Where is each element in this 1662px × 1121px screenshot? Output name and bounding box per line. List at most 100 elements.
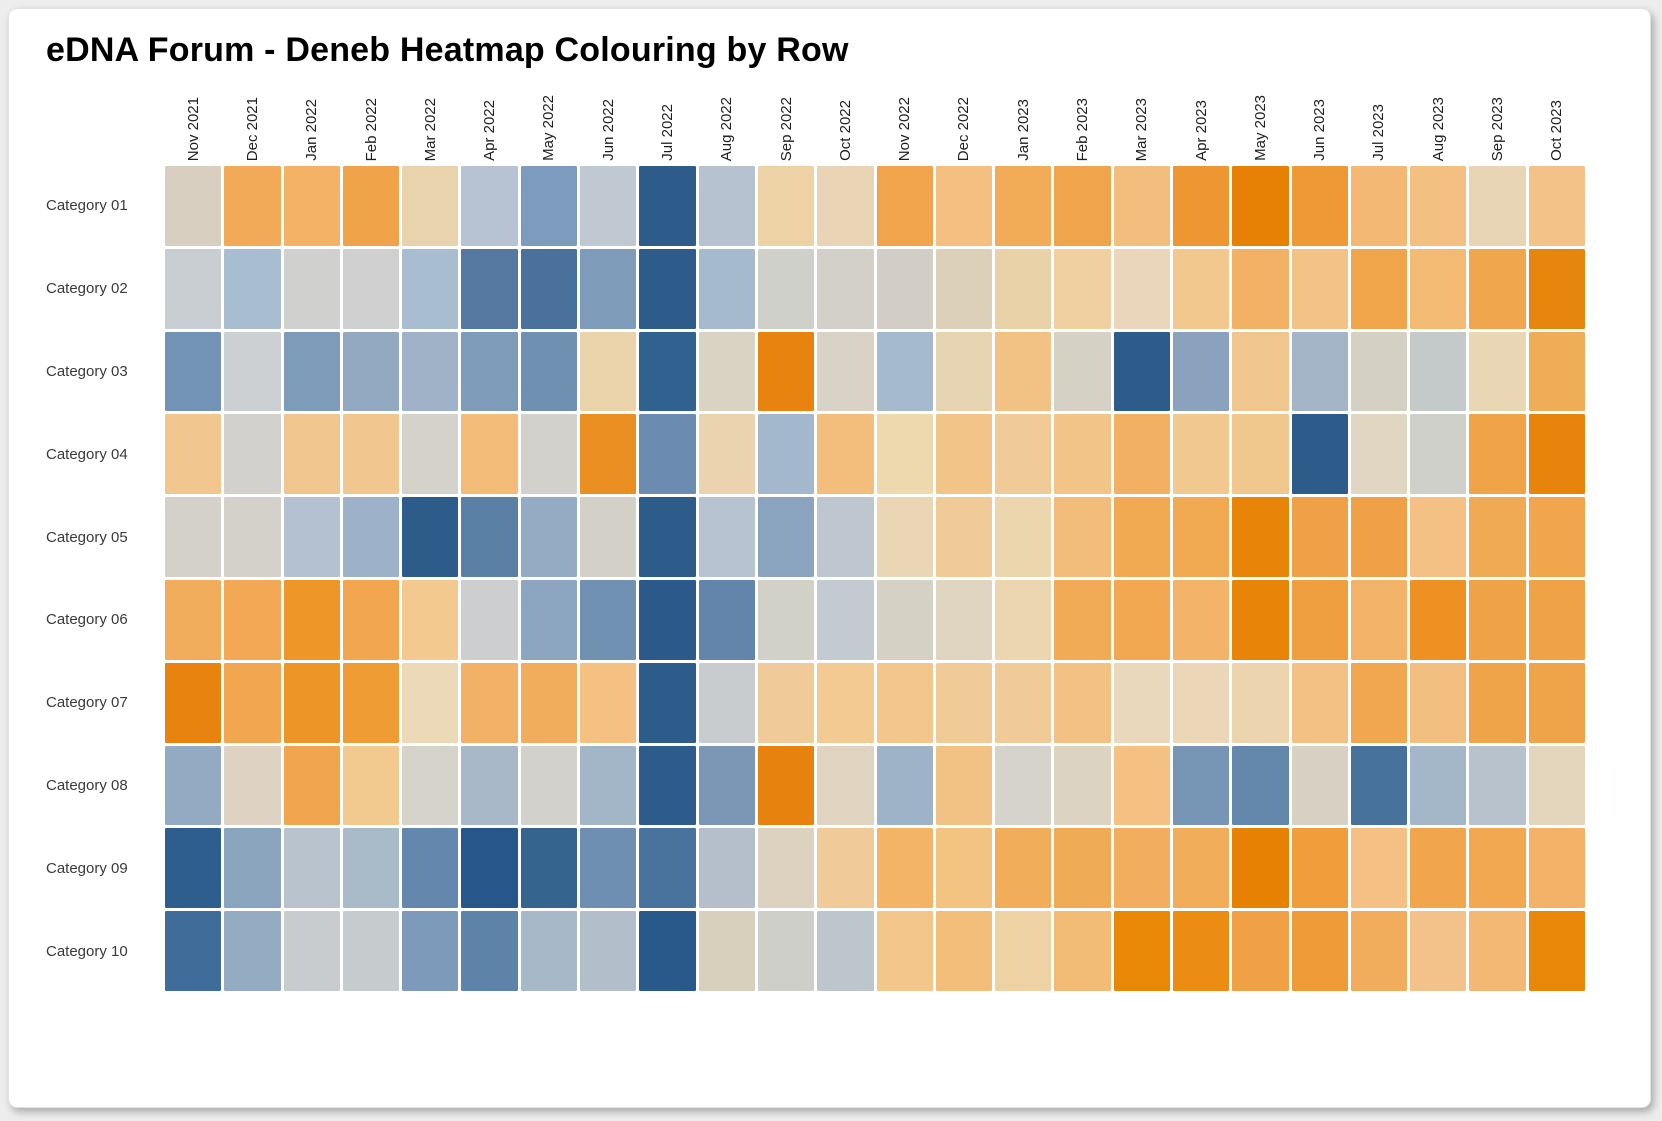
heatmap-cell[interactable] xyxy=(875,496,934,578)
heatmap-cell[interactable] xyxy=(1171,413,1231,496)
heatmap-cell[interactable] xyxy=(519,247,579,330)
heatmap-cell[interactable] xyxy=(519,744,579,827)
heatmap-cell[interactable] xyxy=(1527,413,1587,496)
heatmap-cell[interactable] xyxy=(282,578,341,661)
heatmap-cell[interactable] xyxy=(934,661,994,744)
heatmap-cell[interactable] xyxy=(638,578,697,661)
heatmap-cell[interactable] xyxy=(460,910,519,992)
heatmap-cell[interactable] xyxy=(1112,744,1171,827)
heatmap-cell[interactable] xyxy=(816,827,875,910)
heatmap-cell[interactable] xyxy=(697,413,756,496)
heatmap-cell[interactable] xyxy=(460,165,519,247)
heatmap-cell[interactable] xyxy=(994,744,1053,827)
heatmap-cell[interactable] xyxy=(282,165,341,247)
heatmap-cell[interactable] xyxy=(1053,413,1112,496)
heatmap-cell[interactable] xyxy=(1231,330,1290,413)
heatmap-cell[interactable] xyxy=(163,413,223,496)
heatmap-cell[interactable] xyxy=(163,247,223,330)
heatmap-cell[interactable] xyxy=(223,247,282,330)
heatmap-cell[interactable] xyxy=(401,910,460,992)
heatmap-cell[interactable] xyxy=(875,910,934,992)
heatmap-cell[interactable] xyxy=(223,165,282,247)
heatmap-cell[interactable] xyxy=(816,661,875,744)
heatmap-cell[interactable] xyxy=(1409,827,1468,910)
heatmap-cell[interactable] xyxy=(1409,496,1468,578)
heatmap-cell[interactable] xyxy=(638,744,697,827)
heatmap-cell[interactable] xyxy=(697,496,756,578)
heatmap-cell[interactable] xyxy=(756,330,816,413)
heatmap-cell[interactable] xyxy=(638,496,697,578)
heatmap-cell[interactable] xyxy=(460,496,519,578)
heatmap-cell[interactable] xyxy=(1112,247,1171,330)
heatmap-cell[interactable] xyxy=(1231,578,1290,661)
heatmap-cell[interactable] xyxy=(875,413,934,496)
heatmap-cell[interactable] xyxy=(519,330,579,413)
heatmap-cell[interactable] xyxy=(579,330,638,413)
heatmap-cell[interactable] xyxy=(1171,578,1231,661)
heatmap-cell[interactable] xyxy=(875,827,934,910)
heatmap-cell[interactable] xyxy=(282,661,341,744)
heatmap-cell[interactable] xyxy=(1053,578,1112,661)
heatmap-cell[interactable] xyxy=(163,910,223,992)
heatmap-cell[interactable] xyxy=(163,827,223,910)
heatmap-cell[interactable] xyxy=(401,827,460,910)
heatmap-cell[interactable] xyxy=(1171,744,1231,827)
heatmap-cell[interactable] xyxy=(282,827,341,910)
heatmap-cell[interactable] xyxy=(1231,165,1290,247)
heatmap-cell[interactable] xyxy=(460,661,519,744)
heatmap-cell[interactable] xyxy=(223,744,282,827)
heatmap-cell[interactable] xyxy=(1112,910,1171,992)
heatmap-cell[interactable] xyxy=(756,827,816,910)
heatmap-cell[interactable] xyxy=(1053,910,1112,992)
heatmap-cell[interactable] xyxy=(223,578,282,661)
heatmap-cell[interactable] xyxy=(816,165,875,247)
heatmap-cell[interactable] xyxy=(697,661,756,744)
heatmap-cell[interactable] xyxy=(1409,661,1468,744)
heatmap-cell[interactable] xyxy=(1409,744,1468,827)
heatmap-cell[interactable] xyxy=(1527,661,1587,744)
heatmap-cell[interactable] xyxy=(638,330,697,413)
heatmap-cell[interactable] xyxy=(1290,827,1349,910)
heatmap-cell[interactable] xyxy=(1349,330,1409,413)
heatmap-cell[interactable] xyxy=(1349,744,1409,827)
heatmap-cell[interactable] xyxy=(994,827,1053,910)
heatmap-cell[interactable] xyxy=(341,496,401,578)
heatmap-cell[interactable] xyxy=(1468,661,1527,744)
heatmap-cell[interactable] xyxy=(756,165,816,247)
heatmap-cell[interactable] xyxy=(1349,827,1409,910)
heatmap-cell[interactable] xyxy=(460,247,519,330)
heatmap-cell[interactable] xyxy=(1349,578,1409,661)
heatmap-cell[interactable] xyxy=(994,330,1053,413)
heatmap-cell[interactable] xyxy=(1527,744,1587,827)
heatmap-cell[interactable] xyxy=(1290,413,1349,496)
heatmap-cell[interactable] xyxy=(934,247,994,330)
heatmap-cell[interactable] xyxy=(875,330,934,413)
heatmap-cell[interactable] xyxy=(519,165,579,247)
heatmap-cell[interactable] xyxy=(1349,496,1409,578)
heatmap-cell[interactable] xyxy=(756,496,816,578)
heatmap-cell[interactable] xyxy=(1468,247,1527,330)
heatmap-cell[interactable] xyxy=(1468,744,1527,827)
heatmap-cell[interactable] xyxy=(1053,165,1112,247)
heatmap-cell[interactable] xyxy=(341,330,401,413)
heatmap-cell[interactable] xyxy=(1527,910,1587,992)
heatmap-cell[interactable] xyxy=(1409,165,1468,247)
heatmap-cell[interactable] xyxy=(341,165,401,247)
heatmap-cell[interactable] xyxy=(697,744,756,827)
heatmap-cell[interactable] xyxy=(1527,165,1587,247)
heatmap-cell[interactable] xyxy=(1349,910,1409,992)
heatmap-cell[interactable] xyxy=(1468,165,1527,247)
heatmap-cell[interactable] xyxy=(341,910,401,992)
heatmap-cell[interactable] xyxy=(401,165,460,247)
heatmap-cell[interactable] xyxy=(1409,247,1468,330)
heatmap-cell[interactable] xyxy=(994,413,1053,496)
heatmap-cell[interactable] xyxy=(579,827,638,910)
heatmap-cell[interactable] xyxy=(756,910,816,992)
heatmap-cell[interactable] xyxy=(816,744,875,827)
heatmap-cell[interactable] xyxy=(1053,827,1112,910)
heatmap-cell[interactable] xyxy=(1409,578,1468,661)
heatmap-cell[interactable] xyxy=(401,578,460,661)
heatmap-cell[interactable] xyxy=(1053,744,1112,827)
heatmap-cell[interactable] xyxy=(1112,330,1171,413)
heatmap-cell[interactable] xyxy=(1468,578,1527,661)
